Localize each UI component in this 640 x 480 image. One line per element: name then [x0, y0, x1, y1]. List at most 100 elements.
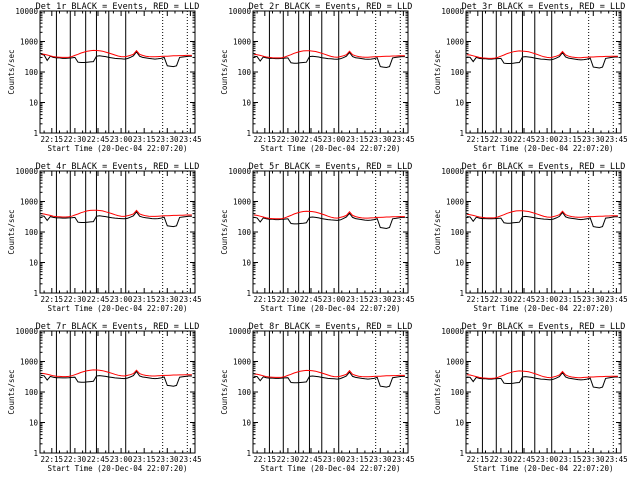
- x-tick-label: 22:45: [513, 295, 536, 304]
- lld-series-line: [253, 369, 405, 378]
- y-tick-label: 10: [242, 259, 252, 268]
- y-tick-label: 10000: [15, 167, 38, 176]
- x-tick-label: 23:30: [369, 295, 392, 304]
- y-tick-label: 10000: [228, 167, 251, 176]
- lld-series-line: [466, 370, 618, 379]
- y-tick-label: 100: [450, 388, 464, 397]
- x-tick-label: 23:30: [582, 455, 605, 464]
- y-tick-label: 100: [24, 228, 38, 237]
- x-tick-label: 23:15: [346, 295, 369, 304]
- x-tick-label: 23:45: [605, 135, 628, 144]
- x-tick-label: 22:15: [41, 455, 64, 464]
- y-tick-label: 10000: [228, 7, 251, 16]
- events-series-line: [466, 51, 618, 69]
- x-tick-label: 22:15: [41, 135, 64, 144]
- x-tick-label: 23:30: [369, 455, 392, 464]
- x-tick-label: 23:45: [392, 455, 415, 464]
- x-tick-label: 22:15: [254, 295, 277, 304]
- x-tick-label: 23:15: [133, 295, 156, 304]
- lld-series-line: [40, 369, 192, 378]
- x-tick-label: 22:45: [87, 135, 110, 144]
- y-tick-label: 100: [237, 388, 251, 397]
- x-tick-label: 22:30: [277, 455, 300, 464]
- y-tick-label: 1: [246, 129, 251, 138]
- x-tick-label: 22:45: [87, 295, 110, 304]
- y-tick-label: 10: [29, 259, 39, 268]
- x-tick-label: 23:45: [179, 295, 202, 304]
- y-tick-label: 1000: [20, 198, 39, 207]
- x-tick-label: 23:15: [346, 135, 369, 144]
- x-tick-label: 23:30: [369, 135, 392, 144]
- x-tick-label: 23:15: [346, 455, 369, 464]
- events-series-line: [40, 50, 192, 68]
- panel-title: Det 2r BLACK = Events, RED = LLD: [249, 2, 413, 12]
- x-axis-label: Start Time (20-Dec-04 22:07:20): [474, 464, 614, 473]
- y-tick-label: 1: [33, 289, 38, 298]
- panel-title: Det 5r BLACK = Events, RED = LLD: [249, 162, 413, 172]
- x-tick-label: 23:45: [179, 455, 202, 464]
- panel-title: Det 9r BLACK = Events, RED = LLD: [462, 322, 626, 332]
- y-tick-label: 1000: [446, 38, 465, 47]
- x-tick-label: 23:00: [110, 455, 133, 464]
- y-tick-label: 10: [455, 419, 465, 428]
- events-series-line: [40, 370, 192, 387]
- lld-series-line: [253, 50, 405, 59]
- y-tick-label: 1000: [446, 358, 465, 367]
- x-axis-label: Start Time (20-Dec-04 22:07:20): [474, 144, 614, 153]
- x-tick-label: 23:30: [156, 135, 179, 144]
- x-tick-label: 22:15: [467, 295, 490, 304]
- x-tick-label: 23:00: [536, 455, 559, 464]
- events-series-line: [40, 210, 192, 228]
- y-tick-label: 10: [29, 419, 39, 428]
- x-tick-label: 22:45: [300, 455, 323, 464]
- panel-title: Det 8r BLACK = Events, RED = LLD: [249, 322, 413, 332]
- x-axis-label: Start Time (20-Dec-04 22:07:20): [261, 144, 401, 153]
- y-tick-label: 1000: [20, 358, 39, 367]
- y-tick-label: 10000: [441, 327, 464, 336]
- detector-panel: Det 7r BLACK = Events, RED = LLD 1 10 100 10…: [7, 322, 202, 473]
- y-tick-label: 10: [455, 259, 465, 268]
- y-tick-label: 100: [450, 228, 464, 237]
- events-series-line: [466, 371, 618, 389]
- x-tick-label: 22:45: [513, 455, 536, 464]
- x-tick-label: 23:00: [323, 295, 346, 304]
- x-tick-label: 22:30: [64, 455, 87, 464]
- y-axis-label: Counts/sec: [7, 209, 16, 254]
- x-tick-label: 22:30: [277, 135, 300, 144]
- y-tick-label: 100: [237, 68, 251, 77]
- x-axis-label: Start Time (20-Dec-04 22:07:20): [474, 304, 614, 313]
- y-axis-label: Counts/sec: [433, 369, 442, 414]
- x-tick-label: 22:15: [254, 455, 277, 464]
- x-tick-label: 23:45: [392, 135, 415, 144]
- lld-series-line: [253, 210, 405, 220]
- events-series-line: [253, 371, 405, 388]
- x-tick-label: 23:15: [559, 135, 582, 144]
- x-tick-label: 23:15: [559, 295, 582, 304]
- y-tick-label: 1: [459, 129, 464, 138]
- y-tick-label: 100: [24, 388, 38, 397]
- detector-panel: Det 6r BLACK = Events, RED = LLD 1 10 100 10…: [433, 162, 628, 313]
- y-axis-label: Counts/sec: [7, 369, 16, 414]
- x-tick-label: 22:45: [300, 135, 323, 144]
- x-tick-label: 22:45: [300, 295, 323, 304]
- detector-panel: Det 9r BLACK = Events, RED = LLD 1 10 100 10…: [433, 322, 628, 473]
- y-axis-label: Counts/sec: [220, 369, 229, 414]
- detector-panel: Det 4r BLACK = Events, RED = LLD 1 10 100 10…: [7, 162, 202, 313]
- y-tick-label: 1: [246, 449, 251, 458]
- y-tick-label: 1: [246, 289, 251, 298]
- x-tick-label: 23:30: [156, 295, 179, 304]
- x-tick-label: 23:00: [323, 135, 346, 144]
- x-tick-label: 23:30: [582, 295, 605, 304]
- y-tick-label: 10000: [441, 7, 464, 16]
- lld-series-line: [466, 210, 618, 219]
- x-tick-label: 22:15: [467, 135, 490, 144]
- detector-panel: Det 3r BLACK = Events, RED = LLD 1 10 100 10…: [433, 2, 628, 153]
- x-tick-label: 23:15: [559, 455, 582, 464]
- y-tick-label: 10000: [441, 167, 464, 176]
- x-tick-label: 23:15: [133, 455, 156, 464]
- y-tick-label: 100: [237, 228, 251, 237]
- events-series-line: [253, 212, 405, 230]
- y-tick-label: 10: [29, 99, 39, 108]
- y-tick-label: 1: [459, 449, 464, 458]
- y-tick-label: 1: [459, 289, 464, 298]
